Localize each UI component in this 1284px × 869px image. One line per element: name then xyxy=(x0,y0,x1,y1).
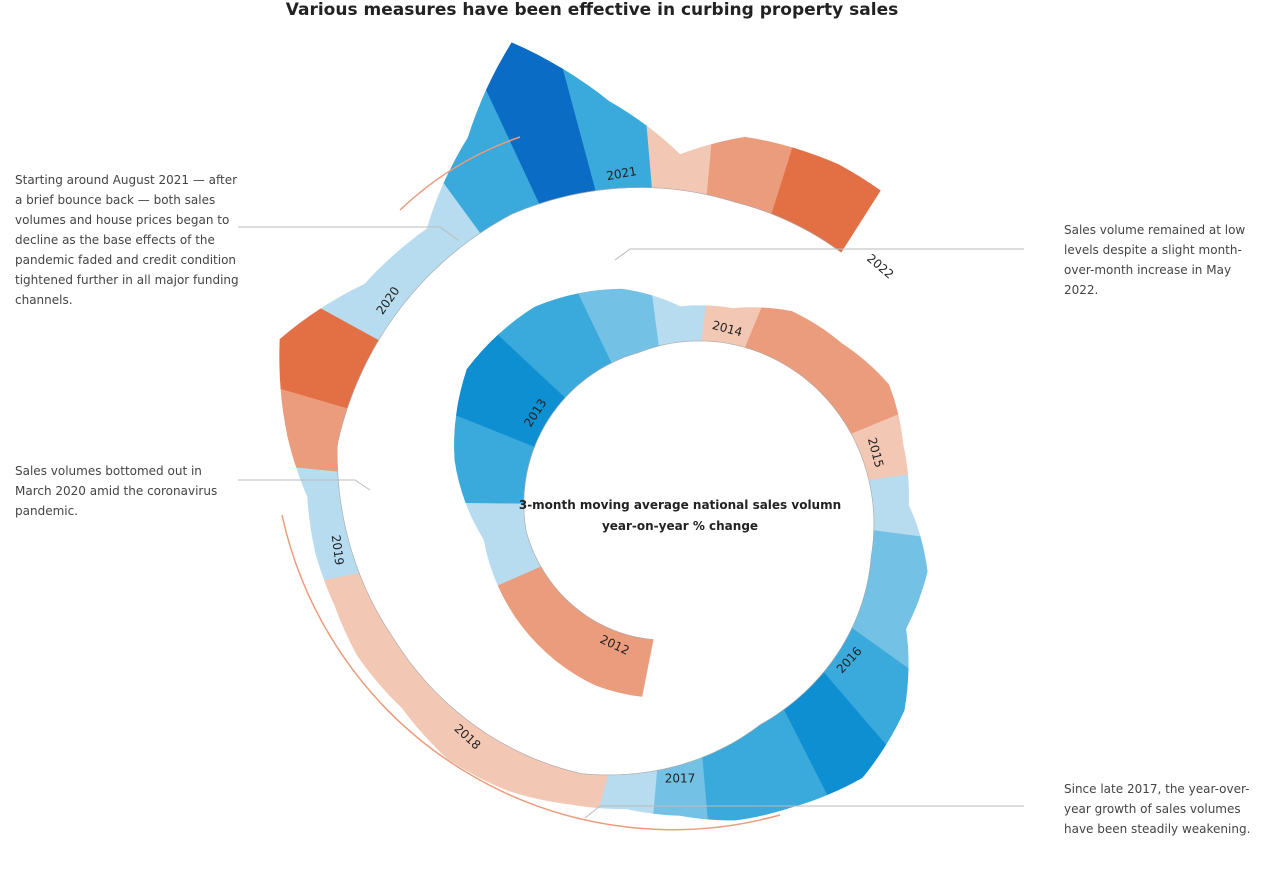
leader-line xyxy=(238,479,371,491)
leader-line xyxy=(238,226,459,241)
decor-arc xyxy=(281,514,781,831)
center-label: 3-month moving average national sales vo… xyxy=(519,498,841,512)
spiral-segment xyxy=(598,770,658,814)
annotation: Starting around August 2021 — after a br… xyxy=(15,173,239,307)
annotation: Sales volumes bottomed out in March 2020… xyxy=(15,464,218,518)
year-label: 2017 xyxy=(665,772,696,786)
spiral-segment xyxy=(652,757,708,820)
year-label: 2022 xyxy=(864,251,896,281)
decor-arc xyxy=(399,136,521,211)
leader-line xyxy=(614,248,1024,261)
spiral-segment xyxy=(771,147,881,253)
annotation: Sales volume remained at low levels desp… xyxy=(1064,223,1246,297)
spiral-segment xyxy=(868,474,921,537)
spiral-segment xyxy=(295,466,345,526)
leaders xyxy=(238,226,1024,819)
band-edge xyxy=(336,187,875,776)
leader-line xyxy=(584,805,1024,819)
spiral: 2012201320142015201620172018201920202021… xyxy=(279,42,928,821)
spiral-segment xyxy=(646,125,712,196)
spiral-segment xyxy=(652,295,707,347)
center-label: year-on-year % change xyxy=(602,519,758,533)
year-label: 2021 xyxy=(605,164,638,183)
chart-title: Various measures have been effective in … xyxy=(285,0,899,20)
annotation: Since late 2017, the year-over-year grow… xyxy=(1064,782,1251,836)
year-label: 2019 xyxy=(329,534,347,566)
